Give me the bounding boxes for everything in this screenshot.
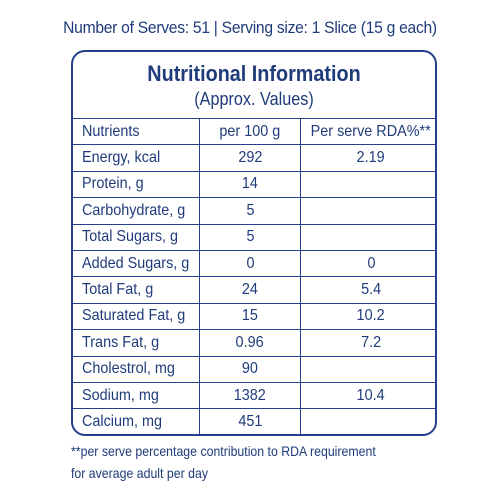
- rda-cell: [300, 408, 435, 434]
- per-100g-cell: 0.96: [199, 329, 301, 357]
- rda-cell: 10.4: [300, 381, 435, 410]
- per-100g-cell: 451: [199, 408, 301, 434]
- rda-cell: [300, 223, 435, 251]
- nutrition-table: Nutrients per 100 g Per serve RDA%** Ene…: [73, 117, 435, 434]
- table-row: Protein, g 14: [73, 170, 435, 199]
- table-row: Cholestrol, mg 90: [73, 355, 435, 383]
- per-100g-cell: 90: [199, 355, 301, 383]
- panel-subtitle: (Approx. Values): [194, 89, 314, 109]
- nutrient-cell: Calcium, mg: [73, 408, 200, 434]
- rda-cell: 5.4: [300, 276, 435, 304]
- nutrition-panel: Nutritional Information (Approx. Values)…: [71, 50, 437, 436]
- rda-cell: [300, 197, 435, 225]
- rda-cell: 0: [300, 249, 435, 278]
- table-row: Trans Fat, g 0.96 7.2: [73, 329, 435, 357]
- nutrient-cell: Carbohydrate, g: [73, 197, 200, 225]
- table-row: Saturated Fat, g 15 10.2: [73, 302, 435, 331]
- footnote-line-2: for average adult per day: [71, 465, 208, 481]
- per-100g-cell: 24: [199, 276, 301, 304]
- nutrient-cell: Sodium, mg: [73, 381, 200, 410]
- nutrient-cell: Total Sugars, g: [73, 223, 200, 251]
- nutrient-cell: Protein, g: [73, 170, 200, 199]
- per-100g-cell: 15: [199, 302, 301, 331]
- rda-cell: 7.2: [300, 329, 435, 357]
- panel-title: Nutritional Information: [147, 61, 361, 86]
- table-row: Energy, kcal 292 2.19: [73, 144, 435, 172]
- table-row: Calcium, mg 451: [73, 408, 435, 434]
- nutrient-cell: Total Fat, g: [73, 276, 200, 304]
- per-100g-cell: 5: [199, 197, 301, 225]
- footnote-line-1: **per serve percentage contribution to R…: [71, 443, 376, 459]
- serves-info: Number of Serves: 51 | Serving size: 1 S…: [63, 18, 437, 37]
- table-row: Sodium, mg 1382 10.4: [73, 381, 435, 410]
- rda-cell: 10.2: [300, 302, 435, 331]
- per-100g-cell: 0: [199, 249, 301, 278]
- rda-cell: [300, 170, 435, 199]
- rda-cell: 2.19: [300, 144, 435, 172]
- table-header-row: Nutrients per 100 g Per serve RDA%**: [73, 117, 435, 146]
- per-100g-cell: 1382: [199, 381, 301, 410]
- nutrient-cell: Trans Fat, g: [73, 329, 200, 357]
- per-100g-cell: 292: [199, 144, 301, 172]
- nutrient-cell: Energy, kcal: [73, 144, 200, 172]
- nutrient-cell: Added Sugars, g: [73, 249, 200, 278]
- header-per-100g: per 100 g: [199, 117, 301, 146]
- header-rda: Per serve RDA%**: [300, 117, 435, 146]
- nutrient-cell: Saturated Fat, g: [73, 302, 200, 331]
- table-row: Total Fat, g 24 5.4: [73, 276, 435, 304]
- per-100g-cell: 14: [199, 170, 301, 199]
- rda-cell: [300, 355, 435, 383]
- nutrient-cell: Cholestrol, mg: [73, 355, 200, 383]
- header-nutrients: Nutrients: [73, 117, 200, 146]
- per-100g-cell: 5: [199, 223, 301, 251]
